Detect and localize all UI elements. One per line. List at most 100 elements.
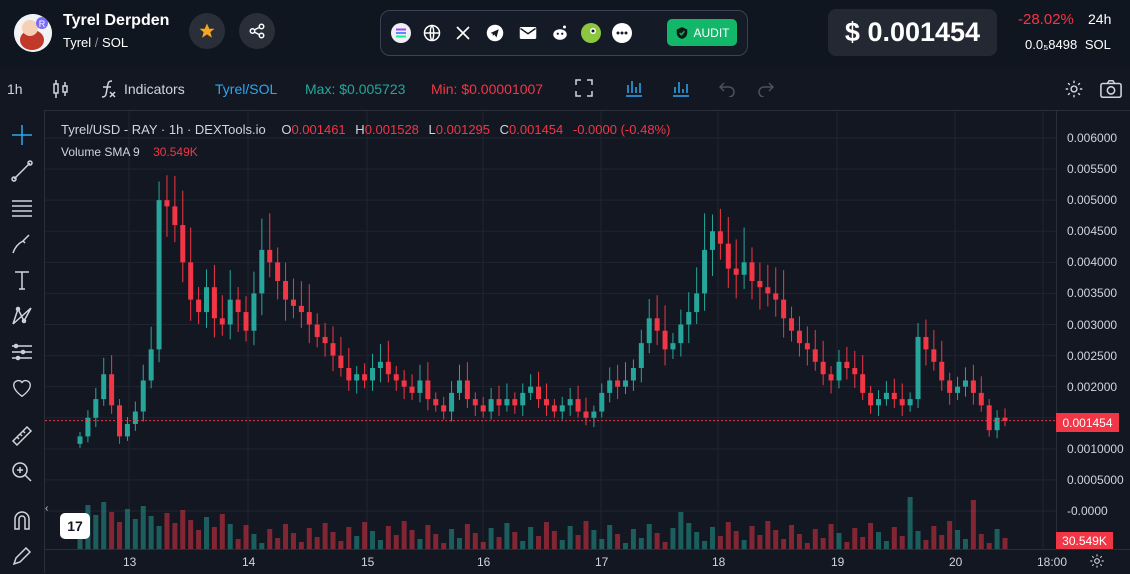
- magnet-tool[interactable]: [10, 508, 34, 532]
- volume-bar: [899, 536, 905, 549]
- indicators-label[interactable]: Indicators: [124, 81, 185, 97]
- candle: [694, 293, 700, 313]
- volume-bar: [907, 497, 913, 549]
- mail-icon: [519, 27, 537, 39]
- volume-bar: [646, 524, 652, 549]
- chart-type-button[interactable]: [52, 79, 70, 104]
- compare-button[interactable]: [672, 79, 690, 102]
- candle: [322, 336, 328, 344]
- volume-bar: [267, 529, 273, 549]
- fullscreen-button[interactable]: [575, 79, 593, 102]
- volume-bar: [923, 540, 929, 549]
- pair-selector[interactable]: Tyrel/SOL: [215, 81, 278, 97]
- brush-tool[interactable]: [10, 232, 34, 256]
- candle: [852, 368, 858, 375]
- coingecko-link[interactable]: [581, 23, 601, 43]
- twitter-link[interactable]: [453, 23, 473, 43]
- reddit-link[interactable]: [550, 23, 570, 43]
- volume-bar: [749, 526, 755, 549]
- indicators-button[interactable]: [100, 79, 118, 104]
- min-price: Min: $0.00001007: [431, 81, 544, 97]
- open-value: 0.001461: [291, 122, 346, 137]
- favorites-tool[interactable]: [10, 376, 34, 400]
- candle: [812, 349, 818, 362]
- pattern-tool[interactable]: [10, 304, 34, 328]
- website-link[interactable]: [422, 23, 442, 43]
- candle: [607, 380, 613, 393]
- candle: [235, 299, 241, 313]
- candlestick-chart[interactable]: ‹: [45, 111, 1056, 549]
- solana-link[interactable]: [391, 23, 411, 43]
- lock-drawing-tool[interactable]: [10, 544, 34, 568]
- volume-bar: [986, 543, 992, 549]
- candle: [449, 392, 455, 412]
- y-tick-label: 0.0010000: [1067, 441, 1124, 456]
- volume-bar: [955, 530, 961, 549]
- chart-compare-icon: [673, 82, 689, 97]
- undo-button[interactable]: [718, 79, 736, 102]
- horizontal-lines-tool[interactable]: [10, 196, 34, 220]
- measure-tool[interactable]: [10, 340, 34, 364]
- email-link[interactable]: [518, 23, 538, 43]
- volume-bar: [520, 541, 526, 549]
- volume-bar: [93, 515, 99, 549]
- pair-separator: /: [94, 35, 99, 50]
- telegram-icon: [486, 24, 504, 42]
- volume-bar: [883, 541, 889, 549]
- star-icon: [199, 23, 215, 38]
- interval-selector[interactable]: 1h: [7, 81, 23, 97]
- token-pair: Tyrel / SOL: [63, 35, 128, 50]
- change-value: -0.0000 (-0.48%): [572, 122, 671, 137]
- ruler-icon: [11, 425, 33, 447]
- magnet-icon: [14, 511, 30, 530]
- volume-bar: [456, 538, 462, 549]
- share-button[interactable]: [239, 13, 275, 49]
- volume-bar: [852, 528, 858, 549]
- candle: [148, 349, 154, 381]
- volume-bar: [346, 527, 352, 549]
- crosshair-tool[interactable]: [10, 123, 34, 147]
- high-label: H: [355, 122, 365, 137]
- candle: [931, 349, 937, 362]
- zoom-tool[interactable]: [10, 460, 34, 484]
- redo-icon: [758, 82, 775, 98]
- text-tool[interactable]: [10, 268, 34, 292]
- volume-bar: [559, 540, 565, 549]
- ruler-tool[interactable]: [10, 424, 34, 448]
- telegram-link[interactable]: [485, 23, 505, 43]
- candle: [504, 399, 510, 406]
- tradingview-logo[interactable]: 17: [60, 513, 90, 539]
- candle: [899, 399, 905, 406]
- candle: [211, 287, 217, 319]
- token-symbol[interactable]: Tyrel: [63, 35, 92, 50]
- settings-button[interactable]: [1064, 79, 1084, 104]
- trendline-icon: [11, 160, 33, 182]
- redo-button[interactable]: [757, 79, 775, 102]
- candle: [773, 293, 779, 300]
- sliders-icon: [12, 343, 32, 361]
- more-links-button[interactable]: [612, 23, 632, 43]
- bar-chart-button[interactable]: [625, 79, 643, 102]
- candle: [789, 318, 795, 331]
- close-label: C: [499, 122, 510, 137]
- candle: [923, 336, 929, 350]
- volume-bar: [670, 528, 676, 549]
- favorite-button[interactable]: [189, 13, 225, 49]
- candle: [227, 299, 233, 325]
- pattern-icon: [12, 306, 32, 325]
- axis-settings-icon[interactable]: [1089, 553, 1105, 569]
- candle: [765, 287, 771, 294]
- screenshot-button[interactable]: [1100, 79, 1122, 104]
- volume-bar: [607, 525, 613, 549]
- volume-bar: [528, 527, 534, 549]
- trendline-tool[interactable]: [10, 159, 34, 183]
- volume-bar: [472, 533, 478, 549]
- time-axis[interactable]: 13 14 15 16 17 18 19 20 18:00: [45, 549, 1130, 574]
- audit-button[interactable]: AUDIT: [667, 19, 737, 46]
- candle: [559, 405, 565, 412]
- candle: [338, 355, 344, 369]
- candle: [370, 368, 376, 381]
- volume-bar: [188, 520, 194, 549]
- price-axis[interactable]: 0.006000 0.005500 0.005000 0.004500 0.004000…: [1056, 111, 1130, 549]
- volume-bar: [464, 524, 470, 549]
